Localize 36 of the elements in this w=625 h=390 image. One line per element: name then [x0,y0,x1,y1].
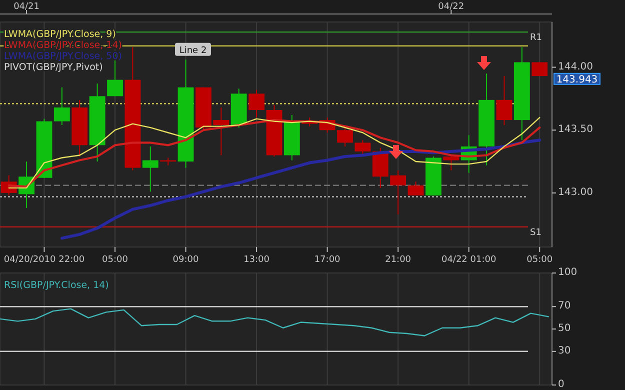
y-tick-label: 70 [558,300,571,312]
y-tick-label: 143.00 [558,186,593,198]
x-tick-label: 13:00 [244,255,270,265]
x-tick-label: 04/22 01:00 [441,255,496,265]
candlestick [337,127,353,147]
candlestick [496,76,512,126]
annotation: PIVOT(GBP/JPY,Pivot) [4,62,103,73]
x-tick-label: 17:00 [314,255,341,265]
line-series [0,308,550,336]
x-tick-label: 21:00 [385,255,412,265]
candlestick [443,154,460,171]
candlestick [248,89,264,118]
y-tick-label: 50 [558,323,571,334]
x2-tick-label: 04/22 [438,2,464,12]
candlestick [408,181,424,196]
annotation: 143.943 [556,74,598,86]
y-tick-label: 30 [558,345,571,356]
x-tick-label: 05:00 [526,255,553,265]
text: RSI(GBP/JPY.Close, 14) [4,280,109,291]
y-tick-label: 100 [558,267,578,278]
ref-line-label: Line 2 [179,46,207,56]
line-series [60,138,542,240]
ref-line-label: S1 [530,228,542,238]
candlestick [532,62,548,77]
x-tick-label: 05:00 [102,255,128,265]
y-tick-label: 143.50 [558,124,593,136]
y-tick-label: 144.00 [558,61,593,72]
y-tick-label: 0 [558,379,564,390]
x-tick-label: 04/20/2010 22:00 [4,255,85,265]
text: LWMA(GBP/JPY.Close, 9) [4,29,116,40]
candlestick [54,86,70,126]
candlestick [142,146,158,192]
candlestick [354,140,371,156]
x-tick-label: 09:00 [172,255,200,265]
ref-line-label: R1 [530,33,542,44]
x2-tick-label: 04/21 [14,2,40,12]
